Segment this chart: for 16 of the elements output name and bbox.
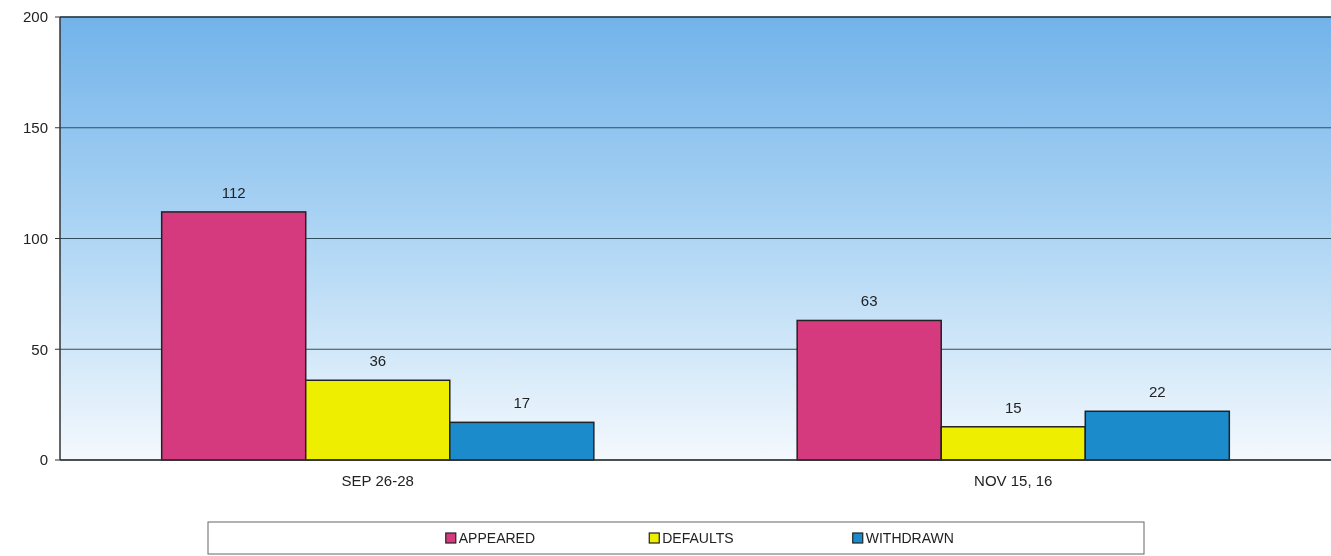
data-label: 22	[1148, 383, 1166, 401]
data-label: 112	[221, 183, 246, 201]
data-label: 63	[860, 292, 878, 310]
x-tick-label: NOV 15, 16	[974, 472, 1053, 489]
y-tick-label: 50	[31, 340, 48, 358]
legend-label: WITHDRAWN	[865, 529, 954, 546]
x-tick-label: SEP 26-28	[341, 472, 414, 489]
y-tick-label: 0	[39, 451, 48, 469]
y-tick-label: 100	[22, 229, 48, 247]
legend-label: DEFAULTS	[662, 529, 734, 546]
data-label: 36	[369, 352, 387, 370]
y-tick-label: 150	[22, 119, 48, 136]
data-label: 15	[1004, 398, 1022, 416]
y-tick-label: 200	[22, 8, 48, 26]
data-label: 17	[513, 394, 531, 412]
legend-label: APPEARED	[458, 529, 536, 546]
